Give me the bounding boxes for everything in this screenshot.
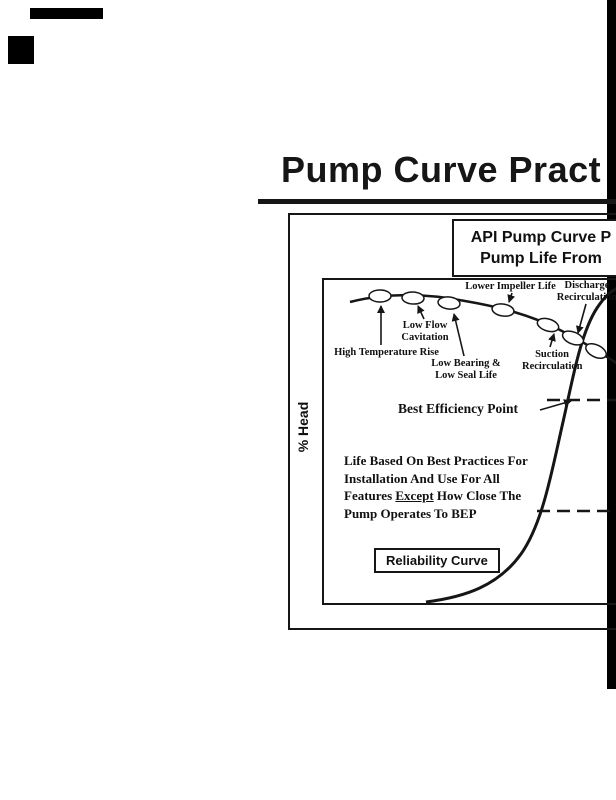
diagram-header-line1: API Pump Curve P	[470, 229, 612, 246]
title-underline	[258, 199, 616, 204]
note-paragraph: Life Based On Best Practices For Install…	[344, 452, 559, 522]
label-suction-recirculation: Suction Recirculation	[522, 349, 582, 372]
label-discharge-line2: Recirculation	[556, 291, 616, 303]
note-line3: Features Except How Close The	[344, 487, 559, 505]
note-line3-underlined: Except	[395, 488, 434, 503]
diagram-header-box: API Pump Curve P Pump Life From	[452, 219, 616, 277]
label-low-bearing-line2: Low Seal Life	[435, 369, 497, 381]
page-title: Pump Curve Pract	[281, 149, 602, 190]
label-lower-impeller-life: Lower Impeller Life	[465, 281, 556, 292]
label-low-flow-line1: Low Flow	[402, 320, 448, 331]
y-axis-label: % Head	[295, 401, 311, 453]
plot-area-frame	[322, 278, 616, 605]
diagram-outer-frame	[288, 213, 616, 630]
note-line4: Pump Operates To BEP	[344, 505, 477, 521]
note-line3-pre: Features	[344, 488, 396, 503]
label-high-temperature-rise: High Temperature Rise	[334, 347, 439, 358]
label-discharge-line1: Discharge	[564, 280, 610, 291]
label-low-bearing-seal-life: Low Bearing & Low Seal Life	[428, 358, 504, 381]
label-discharge-recirculation: Discharge Recirculation	[556, 280, 616, 303]
label-suction-line1: Suction	[535, 349, 569, 360]
reliability-curve-legend: Reliability Curve	[374, 548, 500, 573]
note-line2: Installation And Use For All	[344, 470, 500, 486]
label-suction-line2: Recirculation	[522, 360, 583, 372]
label-low-flow-cavitation: Low Flow Cavitation	[399, 320, 451, 343]
scan-artifact-top-bar	[30, 8, 103, 19]
label-best-efficiency-point: Best Efficiency Point	[398, 401, 518, 416]
diagram-header-line2: Pump Life From	[480, 250, 602, 267]
note-line3-post: How Close The	[433, 488, 522, 503]
label-low-flow-line2: Cavitation	[401, 331, 449, 343]
note-line1: Life Based On Best Practices For	[344, 453, 528, 468]
label-low-bearing-line1: Low Bearing &	[431, 358, 501, 369]
scan-artifact-square	[8, 36, 34, 64]
